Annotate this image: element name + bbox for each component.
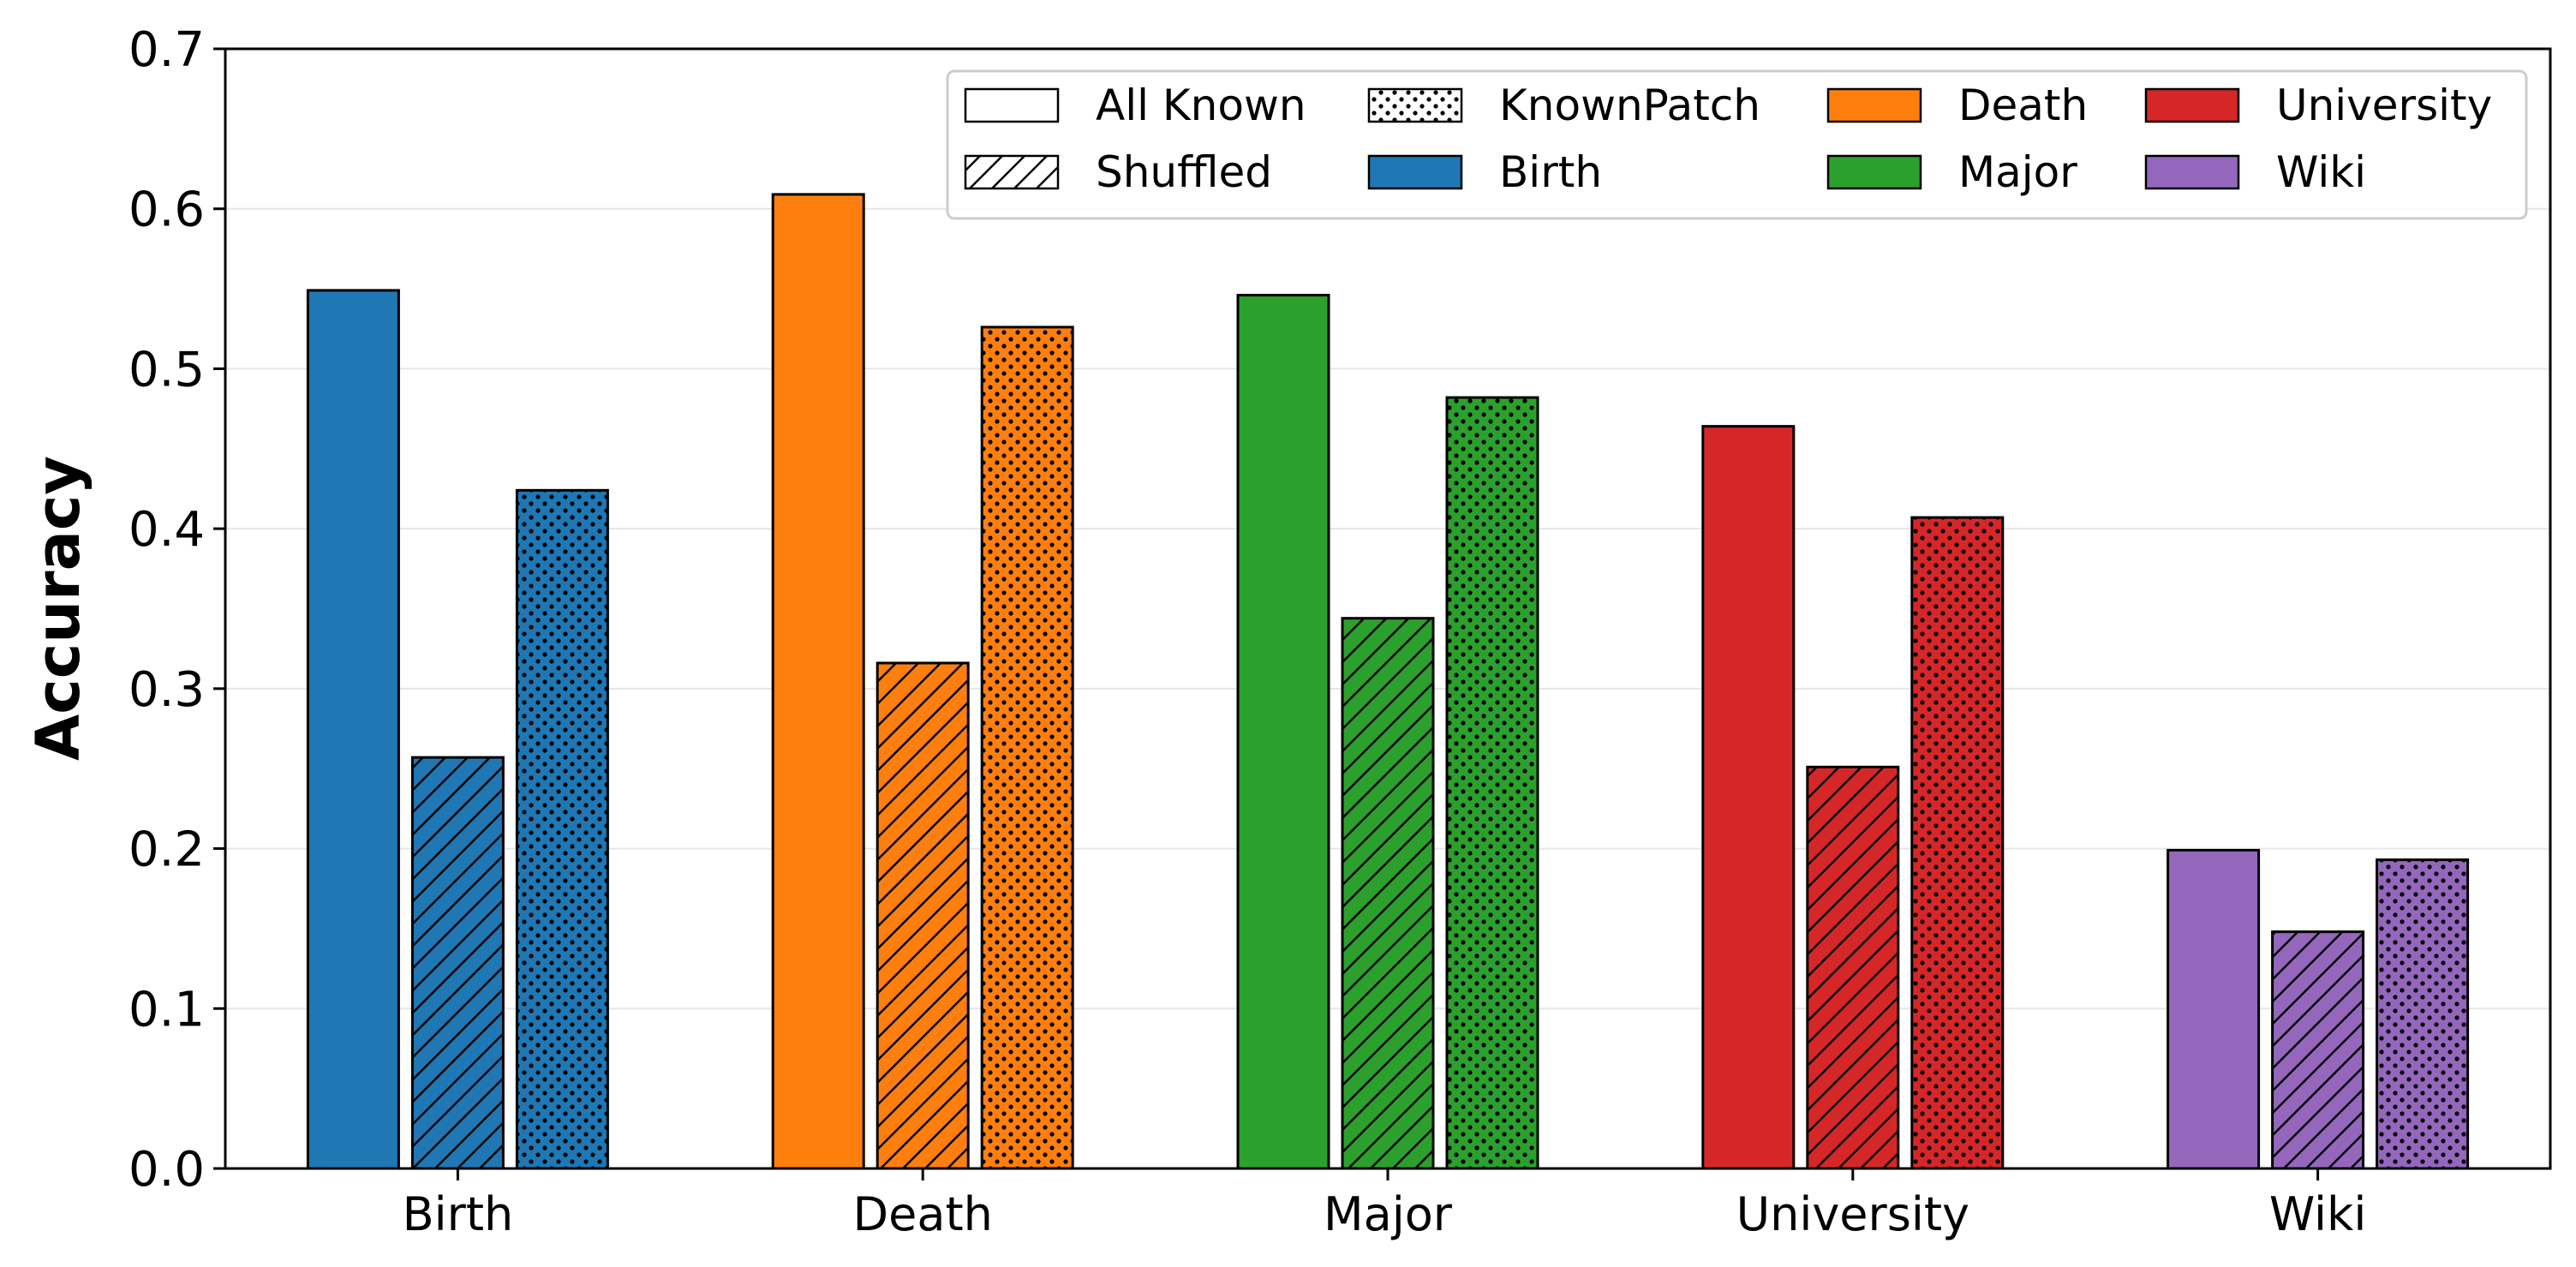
y-tick-label: 0.6 <box>129 182 205 238</box>
y-tick-label: 0.0 <box>129 1142 205 1198</box>
x-tick-label-major: Major <box>1324 1187 1453 1241</box>
legend-wiki-swatch-outline <box>2144 154 2240 190</box>
legend: All Known KnownPatch Death University Shuffl… <box>946 69 2528 220</box>
legend-death-label: Death <box>1958 81 2088 130</box>
y-tick-label: 0.3 <box>129 662 205 718</box>
legend-birth-swatch <box>1369 156 1461 188</box>
bar-university-knownpatch-pattern <box>1911 517 2003 1168</box>
y-tick-label: 0.1 <box>129 982 205 1037</box>
legend-major-swatch-outline <box>1826 154 1922 190</box>
legend-shuffled-label: Shuffled <box>1096 147 1272 197</box>
bar-major-shuffled-pattern <box>1342 618 1433 1168</box>
axes: 0.0 0.1 0.2 0.3 0.4 0.5 0.6 0.7 Birth Death Major U… <box>129 22 2366 1241</box>
legend-knownpatch-swatch-outline <box>1367 87 1463 123</box>
bar-wiki-all-known <box>2167 850 2259 1168</box>
legend-birth-swatch-outline <box>1367 154 1463 190</box>
x-tick-label-university: University <box>1736 1187 1969 1241</box>
bar-birth-shuffled-pattern <box>412 757 504 1168</box>
legend-shuffled-swatch-outline <box>964 154 1060 190</box>
bar-death-shuffled-pattern <box>877 662 969 1168</box>
bar-major-knownpatch-pattern <box>1447 397 1538 1169</box>
legend-university-swatch-outline <box>2144 87 2240 123</box>
legend-major-label: Major <box>1958 147 2077 197</box>
legend-all-known-label: All Known <box>1096 81 1306 130</box>
legend-university-label: University <box>2276 81 2492 130</box>
bar-major-all-known <box>1238 295 1329 1168</box>
x-tick-label-birth: Birth <box>403 1187 514 1241</box>
y-tick-label: 0.5 <box>129 342 205 397</box>
legend-knownpatch-label: KnownPatch <box>1499 81 1760 130</box>
bar-death-all-known <box>773 194 864 1168</box>
y-axis-label: Accuracy <box>23 456 93 761</box>
legend-death-swatch-outline <box>1826 87 1922 123</box>
legend-death-swatch <box>1828 89 1921 122</box>
bar-university-all-known <box>1702 426 1794 1168</box>
bar-death-knownpatch-pattern <box>982 326 1073 1169</box>
y-tick-label: 0.2 <box>129 822 205 878</box>
y-tick-label: 0.7 <box>129 22 205 78</box>
legend-major-swatch <box>1828 156 1921 188</box>
legend-wiki-label: Wiki <box>2276 147 2366 197</box>
legend-birth-label: Birth <box>1499 147 1602 197</box>
bar-university-shuffled-pattern <box>1807 767 1898 1168</box>
x-tick-label-wiki: Wiki <box>2269 1187 2366 1241</box>
bars <box>306 193 2470 1170</box>
bar-birth-knownpatch-pattern <box>517 490 608 1168</box>
legend-wiki-swatch <box>2146 156 2238 188</box>
legend-all-known-swatch-outline <box>964 87 1060 123</box>
legend-box <box>946 69 2528 220</box>
legend-shuffled-swatch-pattern <box>965 156 1058 188</box>
bar-wiki-shuffled-pattern <box>2272 931 2364 1168</box>
legend-knownpatch-swatch-pattern <box>1369 89 1461 122</box>
legend-university-swatch <box>2146 89 2238 122</box>
bar-birth-all-known <box>308 290 399 1168</box>
x-tick-label-death: Death <box>853 1187 993 1241</box>
bar-wiki-knownpatch-pattern <box>2376 859 2468 1168</box>
legend-all-known-swatch <box>965 89 1058 122</box>
y-tick-label: 0.4 <box>129 502 205 558</box>
